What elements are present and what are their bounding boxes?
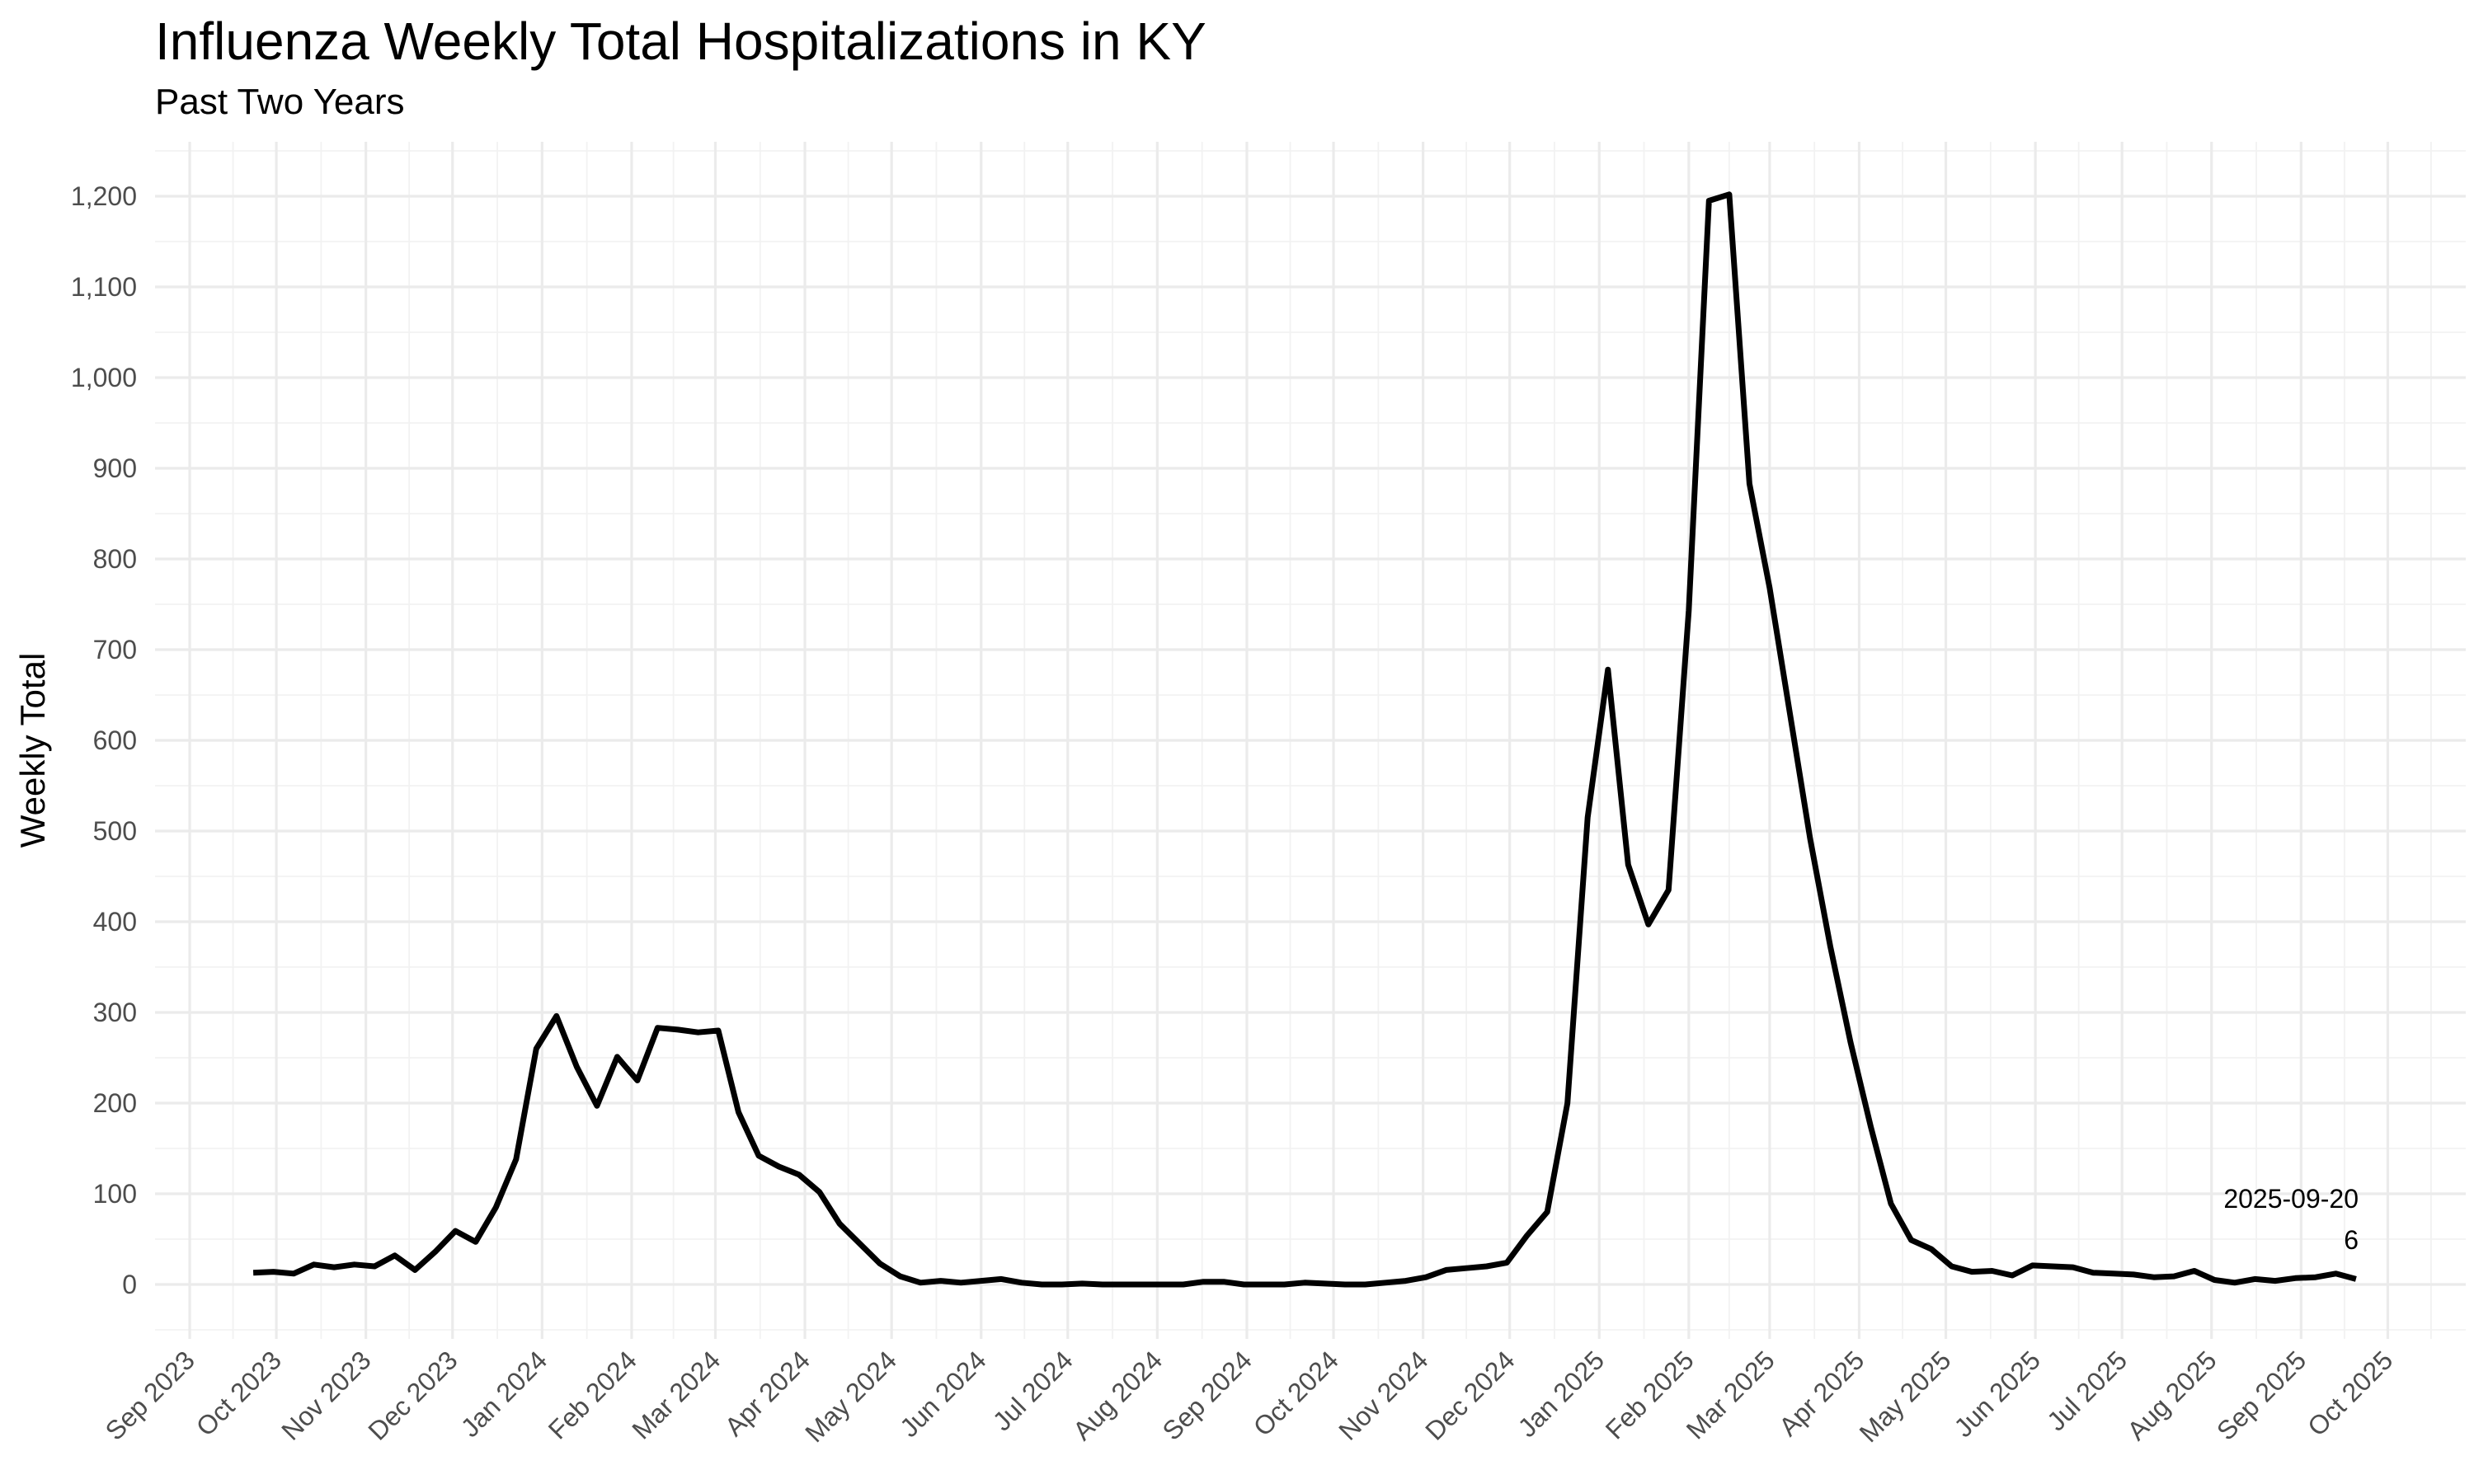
- x-tick-label: Sep 2023: [100, 1345, 200, 1445]
- x-tick-label: Jun 2025: [1949, 1345, 2047, 1443]
- x-tick-label: Jan 2025: [1512, 1345, 1611, 1443]
- x-tick-label: Oct 2025: [2302, 1345, 2398, 1441]
- x-tick-label: Jul 2025: [2041, 1345, 2133, 1436]
- x-tick-label: Mar 2025: [1681, 1345, 1780, 1444]
- x-tick-label: Dec 2024: [1419, 1345, 1520, 1445]
- y-tick-label: 600: [93, 726, 137, 755]
- x-tick-label: Aug 2024: [1067, 1345, 1168, 1445]
- y-tick-label: 1,000: [71, 363, 137, 392]
- grid-major: [155, 142, 2466, 1339]
- x-tick-label: Mar 2024: [626, 1345, 726, 1444]
- x-tick-label: Nov 2023: [275, 1345, 376, 1445]
- y-axis-label: Weekly Total: [13, 653, 52, 848]
- chart-subtitle: Past Two Years: [155, 82, 405, 122]
- annotation-date-label: 2025-09-20: [2223, 1184, 2359, 1214]
- chart-title: Influenza Weekly Total Hospitalizations …: [155, 12, 1206, 71]
- x-tick-label: Oct 2023: [190, 1345, 287, 1441]
- y-tick-label: 100: [93, 1179, 137, 1209]
- x-tick-label: Sep 2024: [1157, 1345, 1258, 1445]
- y-tick-label: 200: [93, 1088, 137, 1118]
- y-tick-label: 300: [93, 998, 137, 1027]
- y-tick-label: 700: [93, 635, 137, 665]
- y-tick-label: 500: [93, 816, 137, 846]
- x-tick-label: Sep 2025: [2211, 1345, 2312, 1445]
- y-tick-label: 800: [93, 544, 137, 574]
- series-layer: [252, 191, 2357, 1288]
- x-tick-label: May 2025: [1854, 1345, 1957, 1448]
- y-tick-label: 1,100: [71, 272, 137, 302]
- x-tick-label: Feb 2024: [543, 1345, 642, 1444]
- series-line: [252, 191, 2357, 1288]
- x-tick-label: Jun 2024: [894, 1345, 992, 1443]
- x-tick-label: Dec 2023: [362, 1345, 463, 1445]
- y-tick-label: 1,200: [71, 181, 137, 211]
- x-tick-label: Aug 2025: [2121, 1345, 2222, 1445]
- y-tick-label: 0: [122, 1270, 137, 1299]
- x-tick-label: Oct 2024: [1248, 1345, 1344, 1441]
- x-tick-label: May 2024: [799, 1345, 902, 1448]
- x-tick-label: Feb 2025: [1600, 1345, 1700, 1444]
- y-axis-tick-labels: 0 100 200 300 400 500 600 700 800 900 1,000 1,100 1,…: [71, 181, 137, 1299]
- y-tick-label: 900: [93, 453, 137, 483]
- y-tick-label: 400: [93, 907, 137, 937]
- annotation-value-label: 6: [2344, 1225, 2359, 1255]
- x-tick-label: Nov 2024: [1333, 1345, 1433, 1445]
- x-tick-label: Jan 2024: [455, 1345, 553, 1443]
- x-tick-label: Jul 2024: [987, 1345, 1079, 1436]
